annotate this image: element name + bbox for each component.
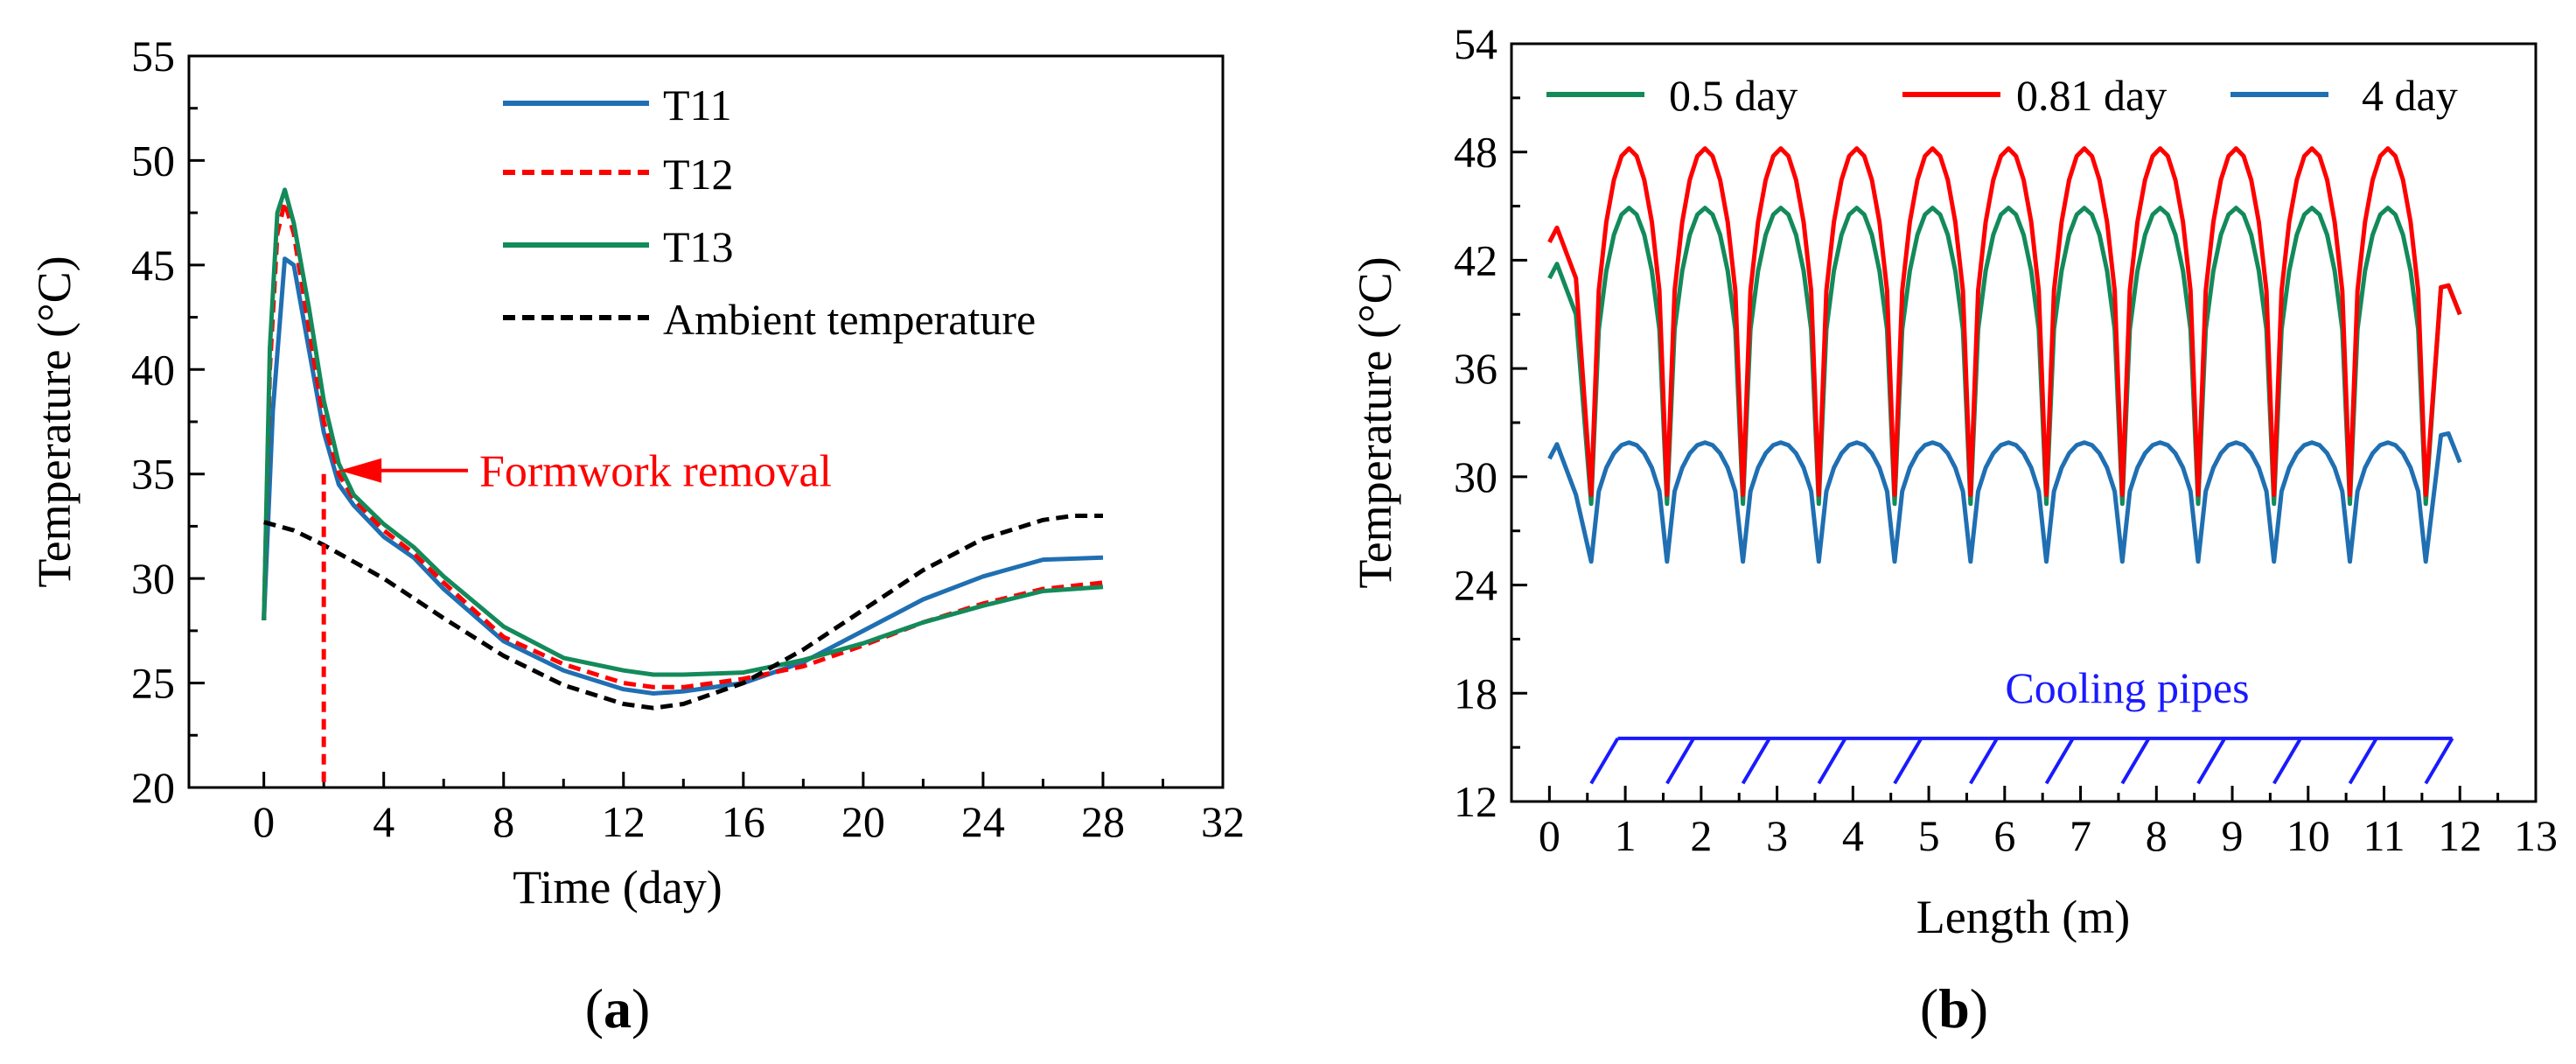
x-tick-label-b: 4: [1842, 811, 1864, 860]
x-tick-label-a: 12: [602, 797, 646, 846]
series-line-0-81-day: [1547, 146, 2462, 497]
y-axis-label-a: Temperature (°C): [28, 256, 80, 587]
x-tick-label-b: 7: [2070, 811, 2091, 860]
pipe-branch: [2044, 737, 2075, 785]
y-tick-label-b: 24: [1454, 561, 1497, 610]
legend-b: 0.5 day 0.81 day 4 day: [1546, 71, 2458, 120]
caption-a-letter: a: [604, 977, 632, 1040]
legend-label-0-5-day: 0.5 day: [1669, 71, 1798, 120]
x-tick-label-a: 8: [492, 797, 514, 846]
caption-b: (b): [1920, 977, 1988, 1040]
series-line-t11: [262, 256, 1104, 696]
series-line-t12: [262, 200, 1104, 690]
y-tick-label-b: 30: [1454, 452, 1497, 501]
x-tick-label-b: 12: [2438, 811, 2482, 860]
series-a: [262, 187, 1104, 710]
x-tick-label-b: 11: [2363, 811, 2405, 860]
pipe-branch: [2120, 737, 2151, 785]
y-tick-label-a: 20: [131, 763, 175, 812]
x-tick-label-b: 1: [1615, 811, 1637, 860]
series-line-4-day: [1547, 430, 2462, 564]
x-tick-label-a: 24: [961, 797, 1005, 846]
x-tick-label-b: 2: [1690, 811, 1712, 860]
pipe-branch: [1969, 737, 1999, 785]
caption-a: (a): [585, 977, 651, 1040]
pipe-branch: [2424, 737, 2454, 785]
y-tick-label-a: 45: [131, 241, 175, 290]
caption-b-letter: b: [1938, 977, 1970, 1040]
x-tick-label-a: 32: [1201, 797, 1245, 846]
y-tick-label-a: 50: [131, 136, 175, 185]
y-tick-label-b: 54: [1454, 19, 1497, 68]
pipe-branch: [1817, 737, 1847, 785]
series-b: [1547, 146, 2462, 564]
y-tick-label-b: 36: [1454, 344, 1497, 393]
cooling-pipes-diagram: [1589, 736, 2454, 785]
pipe-branch: [2196, 737, 2227, 785]
x-tick-label-b: 5: [1918, 811, 1940, 860]
pipe-branch: [1741, 737, 1771, 785]
y-tick-label-b: 42: [1454, 235, 1497, 284]
y-tick-label-a: 55: [131, 32, 175, 80]
series-line-0-5-day: [1547, 206, 2462, 507]
x-tick-label-a: 28: [1081, 797, 1125, 846]
panel-a: 0 4 8 12 16 20 24 28 32 20 25 30 35 40 45 50 55 Formwork…: [28, 32, 1245, 1040]
x-tick-label-a: 0: [253, 797, 275, 846]
pipe-branch: [2272, 737, 2302, 785]
y-axis-label-b: Temperature (°C): [1349, 256, 1401, 588]
legend-label-ambient: Ambient temperature: [663, 295, 1036, 344]
formwork-arrowhead: [339, 458, 382, 483]
x-tick-label-b: 0: [1539, 811, 1560, 860]
series-line-ambient-temperature: [263, 514, 1103, 710]
pipe-branch: [2348, 737, 2378, 785]
y-tick-label-a: 40: [131, 345, 175, 394]
legend-label-T13: T13: [663, 222, 734, 271]
x-axis-label-a: Time (day): [513, 861, 723, 914]
pipe-branch: [1665, 737, 1695, 785]
formwork-removal-label: Formwork removal: [479, 447, 832, 497]
ticks-a: 0 4 8 12 16 20 24 28 32 20 25 30 35 40 45 50 55: [131, 32, 1245, 846]
y-tick-label-b: 18: [1454, 668, 1497, 718]
x-tick-label-b: 3: [1766, 811, 1788, 860]
legend-label-T12: T12: [663, 150, 734, 199]
pipe-branch: [1893, 737, 1923, 785]
y-tick-label-a: 30: [131, 554, 175, 603]
x-axis-label-b: Length (m): [1916, 891, 2130, 943]
x-tick-label-a: 20: [841, 797, 885, 846]
y-tick-label-b: 12: [1454, 777, 1497, 826]
y-tick-label-a: 25: [131, 659, 175, 708]
legend-a: T11 T12 T13 Ambient temperature: [503, 80, 1036, 344]
legend-label-T11: T11: [663, 80, 732, 130]
x-tick-label-b: 13: [2514, 811, 2558, 860]
x-tick-label-a: 16: [722, 797, 765, 846]
legend-label-0-81-day: 0.81 day: [2016, 71, 2167, 120]
x-tick-label-b: 6: [1993, 811, 2015, 860]
x-tick-label-b: 8: [2146, 811, 2168, 860]
legend-label-4-day: 4 day: [2362, 71, 2458, 120]
y-tick-label-a: 35: [131, 450, 175, 499]
x-tick-label-a: 4: [373, 797, 394, 846]
formwork-annotation: Formwork removal: [321, 447, 832, 788]
pipe-branch: [1589, 737, 1620, 785]
y-tick-label-b: 48: [1454, 128, 1497, 177]
cooling-pipes-label: Cooling pipes: [2005, 663, 2249, 712]
x-tick-label-b: 9: [2222, 811, 2244, 860]
series-line-t13: [262, 187, 1104, 677]
x-tick-label-b: 10: [2286, 811, 2330, 860]
